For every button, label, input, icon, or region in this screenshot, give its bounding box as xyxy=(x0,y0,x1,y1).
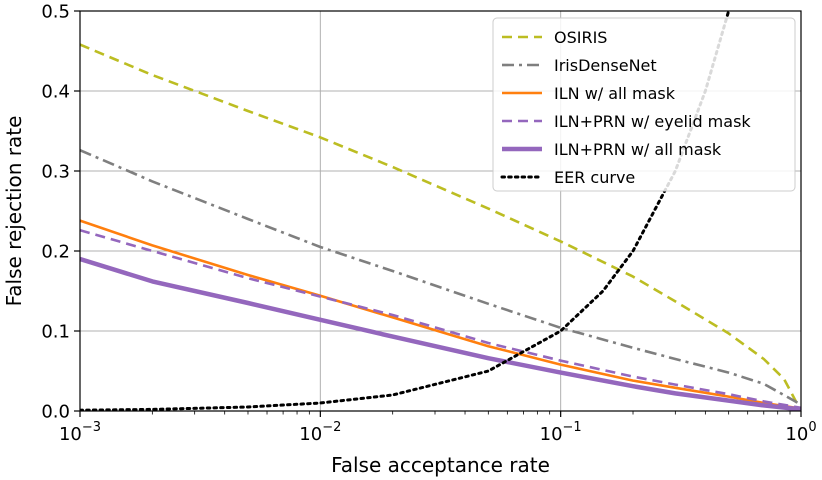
series-line-iln-w-all-mask xyxy=(80,219,801,410)
x-tick-base: 10 xyxy=(540,424,563,445)
x-tick-label: 100 xyxy=(785,420,816,445)
y-tick-label: 0.5 xyxy=(41,2,70,23)
x-tick-base: 10 xyxy=(299,424,322,445)
y-tick-label: 0.2 xyxy=(41,242,70,263)
x-tick-exponent: −2 xyxy=(322,420,341,435)
plot-series xyxy=(80,11,801,411)
legend: OSIRIS IrisDenseNet ILN w/ all mask ILN+PRN… xyxy=(492,17,796,192)
series-line-iln-prn-w-eyelid-mask xyxy=(80,228,801,410)
series-line-iln-prn-w-all-mask xyxy=(80,256,801,411)
x-axis-title: False acceptance rate xyxy=(331,453,550,477)
y-axis-title: False rejection rate xyxy=(2,116,26,307)
y-tick-label: 0.3 xyxy=(41,162,70,183)
x-tick-label: 10−3 xyxy=(59,420,101,445)
y-tick-label: 0.1 xyxy=(41,322,70,343)
y-tick-label: 0.4 xyxy=(41,82,70,103)
x-tick-base: 10 xyxy=(59,424,82,445)
series-line-irisdensenet xyxy=(80,149,801,406)
x-tick-exponent: −1 xyxy=(563,420,582,435)
legend-items: OSIRIS IrisDenseNet ILN w/ all mask ILN+PRN… xyxy=(500,28,751,187)
legend-label: ILN+PRN w/ eyelid mask xyxy=(554,112,751,131)
x-tick-exponent: 0 xyxy=(808,420,816,435)
legend-label: EER curve xyxy=(554,168,635,187)
legend-label: ILN+PRN w/ all mask xyxy=(554,140,722,159)
legend-box xyxy=(492,17,796,192)
legend-label: IrisDenseNet xyxy=(554,56,657,75)
legend-label: ILN w/ all mask xyxy=(554,84,676,103)
x-tick-exponent: −3 xyxy=(82,420,101,435)
x-tick-label: 10−1 xyxy=(540,420,582,445)
x-tick-label: 10−2 xyxy=(299,420,341,445)
plot-frame xyxy=(79,10,802,412)
legend-label: OSIRIS xyxy=(554,28,607,47)
x-tick-base: 10 xyxy=(785,424,808,445)
series-line-osiris xyxy=(80,43,801,411)
y-tick-label: 0.0 xyxy=(41,402,70,423)
